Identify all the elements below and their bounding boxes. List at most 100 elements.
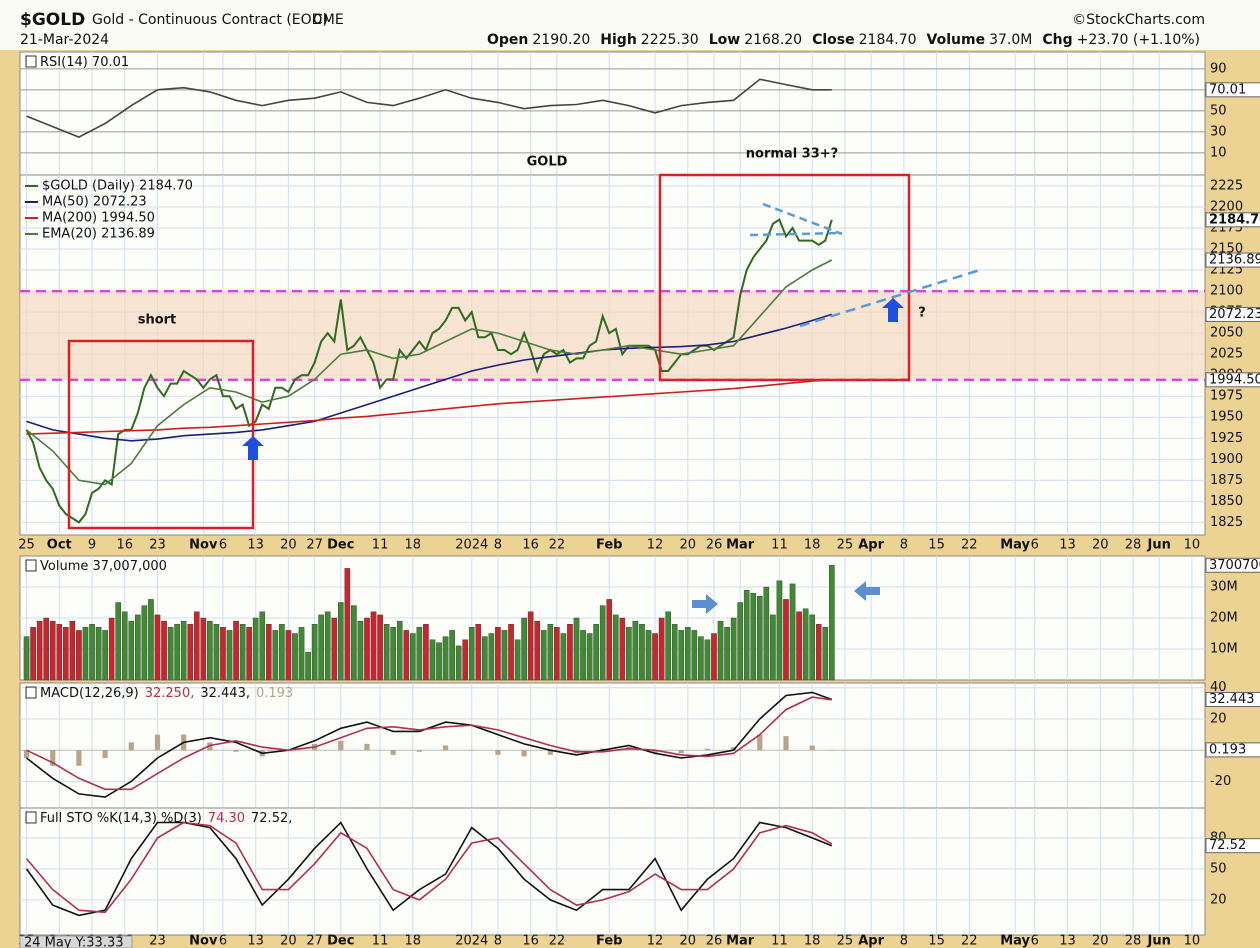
bar — [23, 750, 30, 758]
bar — [148, 599, 154, 681]
bar — [50, 750, 56, 766]
x-tick-label: 20 — [280, 934, 297, 948]
header-background — [0, 0, 1260, 50]
bar — [76, 630, 82, 681]
quote-value: 37.0M — [989, 32, 1032, 48]
bar — [338, 602, 344, 681]
quote-label: High — [600, 32, 637, 48]
panel-title-text: MACD(12,26,9) — [40, 686, 139, 701]
quote-label: Open — [487, 32, 528, 48]
x-tick-label: 6 — [1031, 538, 1039, 553]
x-tick-label: 20 — [280, 538, 297, 553]
bar — [475, 624, 482, 681]
x-tick-label: 22 — [961, 538, 978, 553]
bar — [495, 627, 501, 681]
bar — [30, 627, 36, 681]
bar — [265, 624, 272, 681]
end-label: 2072.23 — [1209, 307, 1260, 322]
bar — [698, 636, 704, 681]
legend-label: 74.30 — [208, 811, 245, 826]
x-tick-label: Apr — [858, 538, 884, 553]
x-tick-label: 12 — [647, 538, 664, 553]
bar — [796, 611, 802, 681]
x-tick-label: 11 — [771, 934, 788, 948]
bar — [652, 750, 658, 754]
quote: Open 2190.20 High 2225.30 Low 2168.20 Close 218… — [487, 32, 1200, 48]
x-tick-label: May — [1000, 934, 1030, 948]
bar — [540, 630, 547, 681]
x-tick-label: Nov — [189, 934, 218, 948]
bar — [318, 614, 324, 681]
x-tick-label: Jun — [1146, 538, 1170, 553]
x-tick-label: 11 — [372, 538, 389, 553]
readout-box — [19, 935, 133, 948]
x-tick-label: 26 — [706, 538, 723, 553]
bar — [423, 624, 429, 681]
y-tick-label: 20 — [1210, 892, 1227, 907]
series-line — [25, 259, 833, 486]
bar — [731, 747, 737, 751]
x-tick-label: Jun — [1146, 934, 1170, 948]
panel-title-text: Full STO %K(14,3) %D(3) — [40, 811, 202, 826]
annotation: short — [138, 313, 177, 328]
bar — [717, 620, 724, 681]
x-tick-label: 22 — [549, 934, 566, 948]
quote-label: Low — [709, 32, 741, 48]
bar — [331, 617, 338, 681]
x-tick-label: 27 — [306, 538, 323, 553]
x-tick-label: Mar — [726, 538, 755, 553]
bar — [606, 599, 613, 681]
bar — [436, 642, 442, 681]
bar — [108, 617, 115, 681]
end-label-box — [1205, 252, 1260, 268]
symbol: $GOLD — [20, 10, 85, 30]
x-tick-label: 18 — [804, 934, 821, 948]
bar — [259, 611, 266, 681]
bar — [311, 624, 318, 681]
date: 21-Mar-2024 — [20, 32, 109, 48]
y-tick-label: 20 — [1210, 711, 1227, 726]
bar — [573, 617, 580, 681]
x-tick-label: 13 — [247, 934, 264, 948]
bar — [442, 636, 449, 681]
bar — [102, 630, 108, 681]
bar — [416, 627, 423, 681]
bar — [135, 614, 141, 681]
bar — [95, 627, 102, 681]
overlay: GOLD normal 33+? short? — [67, 147, 981, 614]
bar — [652, 633, 658, 681]
x-tick-label: Dec — [327, 934, 354, 948]
x-tick-label: 13 — [247, 538, 264, 553]
bar — [829, 749, 835, 751]
bar — [809, 614, 815, 681]
quote-value: +23.70 (+1.10%) — [1077, 32, 1200, 48]
bar — [442, 745, 449, 751]
exchange: CME — [313, 12, 344, 28]
x-tick-label: 13 — [1059, 934, 1076, 948]
bar — [141, 605, 148, 681]
bar — [76, 750, 82, 766]
bar — [187, 624, 194, 681]
bar — [567, 624, 573, 681]
end-label-box — [1205, 212, 1260, 228]
title-icon — [25, 55, 37, 68]
bar — [43, 617, 49, 681]
x-tick-label: Feb — [596, 538, 622, 553]
x-tick-label: 2024 — [455, 934, 488, 948]
x-tick-label: 10 — [1184, 538, 1201, 553]
bar — [455, 645, 462, 681]
bar — [292, 633, 298, 681]
end-label: 72.52 — [1209, 838, 1246, 853]
bar — [501, 630, 508, 681]
title-icon — [25, 559, 37, 572]
title-icon — [25, 686, 37, 699]
bar — [200, 617, 207, 681]
x-tick-label: 6 — [219, 934, 227, 948]
x-tick-label: 23 — [149, 538, 166, 553]
bar — [56, 624, 63, 681]
bar — [822, 627, 829, 681]
bar — [684, 627, 691, 681]
x-tick-label: 27 — [306, 934, 323, 948]
